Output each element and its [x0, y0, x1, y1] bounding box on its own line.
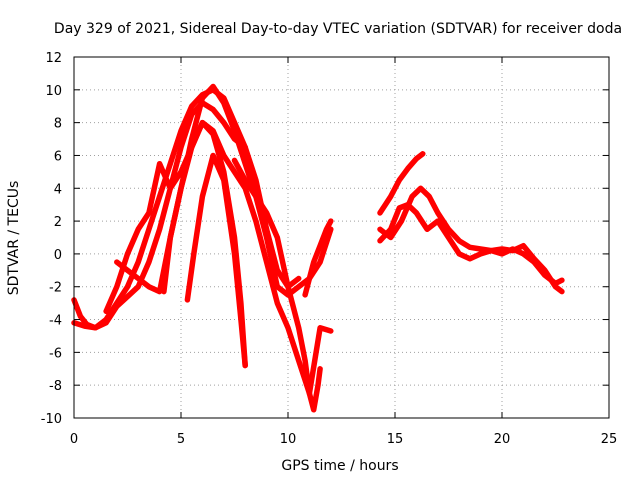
series-track-4: [114, 83, 334, 298]
x-tick-label: 25: [601, 432, 618, 447]
y-tick-label: 6: [54, 149, 62, 164]
plot-frame: [73, 56, 610, 419]
y-tick-label: -6: [49, 346, 62, 361]
y-tick-label: 8: [54, 117, 62, 132]
series-track-8: [302, 218, 334, 298]
y-tick-label: 4: [54, 182, 62, 197]
y-tick-label: -4: [49, 314, 62, 329]
x-axis-label: GPS time / hours: [281, 458, 398, 474]
x-tick-label: 0: [70, 432, 78, 447]
axis-ticks: 0 5 10 15 20 25 -10 -8 -6 -4 -2 0 2 4 6 8 10 12: [41, 51, 618, 447]
x-tick-label: 10: [280, 432, 297, 447]
y-tick-label: 2: [54, 215, 62, 230]
series-track-7: [231, 157, 323, 413]
series-track-11: [377, 201, 565, 287]
y-tick-label: -2: [49, 281, 62, 296]
y-tick-label: 12: [45, 51, 62, 66]
grid: [74, 57, 609, 418]
x-tick-label: 20: [494, 432, 511, 447]
series-group: [71, 83, 565, 413]
x-tick-label: 15: [387, 432, 404, 447]
series-track-6: [184, 152, 248, 369]
x-tick-label: 5: [177, 432, 185, 447]
y-tick-label: 10: [45, 84, 62, 99]
chart-title: Day 329 of 2021, Sidereal Day-to-day VTE…: [54, 21, 622, 37]
series-track-9: [377, 151, 426, 216]
y-tick-label: 0: [54, 248, 62, 263]
y-tick-label: -8: [49, 379, 62, 394]
y-axis-label: SDTVAR / TECUs: [6, 181, 22, 296]
y-tick-label: -10: [41, 412, 62, 427]
